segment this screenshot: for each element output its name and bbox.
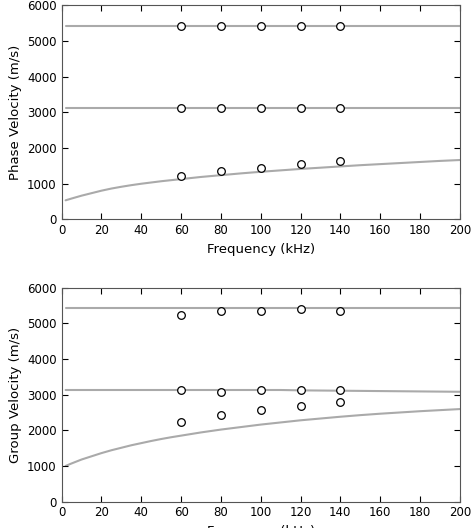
- X-axis label: Frequency (kHz): Frequency (kHz): [207, 525, 315, 528]
- Y-axis label: Phase Velocity (m/s): Phase Velocity (m/s): [9, 45, 22, 180]
- Y-axis label: Group Velocity (m/s): Group Velocity (m/s): [9, 327, 22, 463]
- X-axis label: Frequency (kHz): Frequency (kHz): [207, 243, 315, 256]
